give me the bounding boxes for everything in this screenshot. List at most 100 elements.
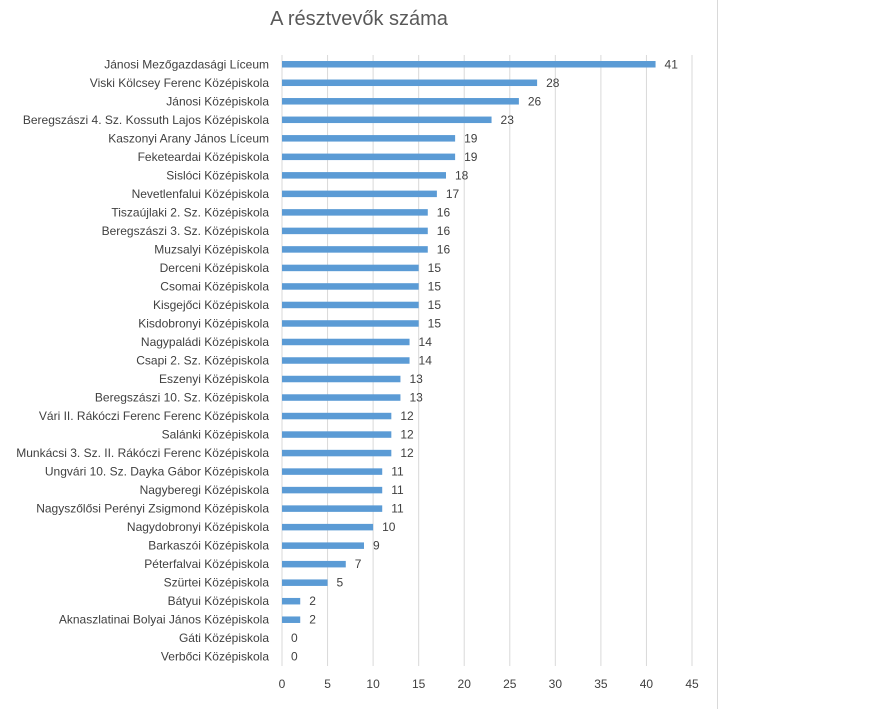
category-label: Nagyberegi Középiskola (140, 483, 270, 497)
x-tick-label: 35 (594, 677, 608, 691)
data-label: 5 (337, 576, 344, 590)
data-label: 15 (428, 279, 442, 293)
data-label: 14 (419, 354, 433, 368)
bar (282, 135, 456, 142)
chart-title: A résztvevők száma (270, 8, 448, 30)
data-label: 9 (373, 539, 380, 553)
data-label: 10 (382, 520, 396, 534)
data-label: 28 (546, 76, 560, 90)
data-label: 2 (309, 613, 316, 627)
bar (282, 412, 392, 420)
bar (282, 616, 301, 623)
data-label: 17 (446, 187, 460, 201)
category-label: Muzsalyi Középiskola (154, 242, 269, 256)
data-label: 15 (428, 298, 442, 312)
category-label: Csomai Középiskola (160, 279, 269, 293)
bar (282, 357, 410, 364)
data-label: 0 (291, 650, 298, 664)
data-label: 16 (437, 224, 451, 238)
x-tick-label: 40 (640, 677, 654, 691)
data-label: 0 (291, 631, 298, 645)
category-label: Kaszonyi Arany János Líceum (108, 131, 269, 145)
bar (282, 61, 656, 68)
category-label: Eszenyi Középiskola (159, 372, 269, 386)
x-tick-label: 20 (458, 677, 472, 691)
bar (282, 79, 538, 87)
chart-area: A résztvevők száma 0 5 10 15 20 25 30 35 40 45 Ján… (16, 0, 718, 709)
category-label: Nagypaládi Középiskola (141, 335, 269, 349)
bar (282, 209, 428, 216)
category-label: Aknaszlatinai Bolyai János Középiskola (59, 613, 269, 627)
bar (282, 246, 428, 253)
category-label: Beregszászi 4. Sz. Kossuth Lajos Középis… (23, 113, 269, 127)
data-label: 16 (437, 242, 451, 256)
bar (282, 375, 401, 383)
data-label: 13 (409, 372, 423, 386)
category-label: Derceni Középiskola (160, 261, 270, 275)
bar (282, 449, 392, 457)
category-label: Kisgejőci Középiskola (153, 298, 269, 312)
bar (282, 153, 456, 161)
data-label: 2 (309, 594, 316, 608)
data-label: 12 (400, 428, 414, 442)
category-label: Szürtei Középiskola (164, 576, 270, 590)
x-tick-label: 10 (366, 677, 380, 691)
data-label: 19 (464, 131, 478, 145)
bar (282, 116, 492, 124)
bar (282, 542, 364, 549)
data-label: 7 (355, 557, 362, 571)
category-label: Feketeardai Középiskola (138, 150, 270, 164)
bar (282, 264, 419, 272)
bar (282, 505, 383, 512)
bar (282, 301, 419, 309)
x-tick-label: 5 (324, 677, 331, 691)
category-label: Tiszaújlaki 2. Sz. Középiskola (111, 205, 269, 219)
category-label: Jánosi Középiskola (166, 94, 269, 108)
category-label: Verbőci Középiskola (161, 650, 269, 664)
data-label: 11 (391, 502, 404, 516)
category-label: Nevetlenfalui Középiskola (132, 187, 270, 201)
data-label: 18 (455, 168, 469, 182)
category-label: Péterfalvai Középiskola (144, 557, 269, 571)
bar (282, 283, 419, 290)
x-tick-label: 45 (685, 677, 699, 691)
category-label: Munkácsi 3. Sz. II. Rákóczi Ferenc Közép… (16, 446, 269, 460)
data-label: 19 (464, 150, 478, 164)
category-label: Beregszászi 10. Sz. Középiskola (95, 391, 269, 405)
data-label: 15 (428, 261, 442, 275)
bar (282, 468, 383, 475)
bar (282, 486, 383, 494)
data-label: 11 (391, 483, 404, 497)
x-tick-label: 15 (412, 677, 426, 691)
data-label: 13 (409, 391, 423, 405)
category-label: Bátyui Középiskola (168, 594, 270, 608)
bar (282, 320, 419, 327)
data-label: 23 (501, 113, 515, 127)
category-label: Nagyszőlősi Perényi Zsigmond Középiskola (36, 502, 269, 516)
bar (282, 338, 410, 346)
x-tick-label: 30 (549, 677, 563, 691)
category-label: Jánosi Mezőgazdasági Líceum (104, 57, 269, 71)
category-label: Csapi 2. Sz. Középiskola (136, 354, 269, 368)
bar (282, 227, 428, 235)
data-label: 41 (665, 57, 679, 71)
category-label: Salánki Középiskola (162, 428, 270, 442)
bar (282, 560, 346, 568)
bar (282, 394, 401, 401)
bar (282, 190, 437, 198)
x-tick-label: 25 (503, 677, 517, 691)
bar (282, 431, 392, 438)
category-label: Kisdobronyi Középiskola (138, 316, 269, 330)
category-label: Sislóci Középiskola (166, 168, 269, 182)
data-label: 15 (428, 316, 442, 330)
data-label: 14 (419, 335, 433, 349)
data-label: 12 (400, 446, 414, 460)
data-label: 11 (391, 465, 404, 479)
data-label: 12 (400, 409, 414, 423)
category-label: Barkaszói Középiskola (148, 539, 269, 553)
bar (282, 98, 519, 105)
data-label: 26 (528, 94, 542, 108)
bar (282, 172, 446, 179)
bar (282, 579, 328, 586)
